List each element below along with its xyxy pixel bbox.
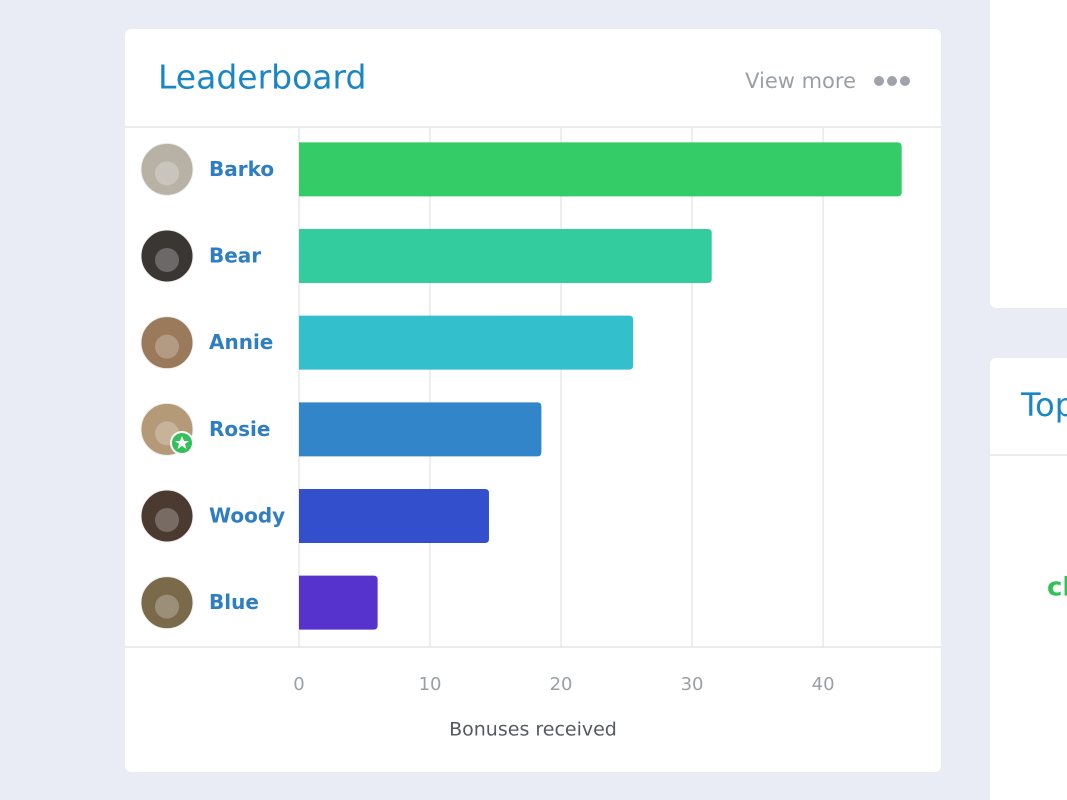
side-card xyxy=(990,0,1067,308)
bar xyxy=(299,229,712,283)
avatar-face xyxy=(155,161,179,186)
avatar-face xyxy=(155,334,179,359)
side-card xyxy=(990,358,1067,800)
y-tick-label: Blue xyxy=(209,590,259,614)
x-tick-label: 40 xyxy=(812,674,835,695)
avatar-face xyxy=(155,508,179,532)
bar xyxy=(299,315,634,370)
side-title: Top xyxy=(1020,386,1067,424)
avatar xyxy=(140,142,194,196)
bar xyxy=(299,402,542,457)
card-title: Leaderboard xyxy=(158,58,366,97)
avatar xyxy=(140,489,194,543)
x-axis-label: Bonuses received xyxy=(449,719,617,741)
side-panels: Top cl xyxy=(990,0,1067,800)
avatar xyxy=(140,316,194,370)
bar xyxy=(299,489,489,543)
more-menu[interactable] xyxy=(874,76,910,86)
x-tick-label: 20 xyxy=(550,674,573,695)
avatar xyxy=(140,229,194,283)
view-more[interactable]: View more xyxy=(745,69,856,93)
card xyxy=(125,29,941,772)
y-tick-label: Woody xyxy=(209,504,285,528)
y-tick-label: Barko xyxy=(209,157,274,181)
avatar-face xyxy=(155,248,179,272)
y-tick-label: Rosie xyxy=(209,417,270,441)
avatar xyxy=(140,576,194,630)
star-badge xyxy=(170,431,194,455)
avatar-face xyxy=(155,594,179,619)
x-tick-label: 30 xyxy=(681,674,704,695)
x-tick-label: 10 xyxy=(419,674,442,695)
side-text: cl xyxy=(1047,573,1067,603)
x-tick-label: 0 xyxy=(293,674,304,695)
bar xyxy=(299,142,902,197)
bar xyxy=(299,575,378,630)
plot: 0 10 20 30 40 Barko Bear Annie Rosie Woody Blue xyxy=(140,127,902,695)
y-tick-label: Bear xyxy=(209,244,261,268)
y-tick-label: Annie xyxy=(209,330,273,354)
